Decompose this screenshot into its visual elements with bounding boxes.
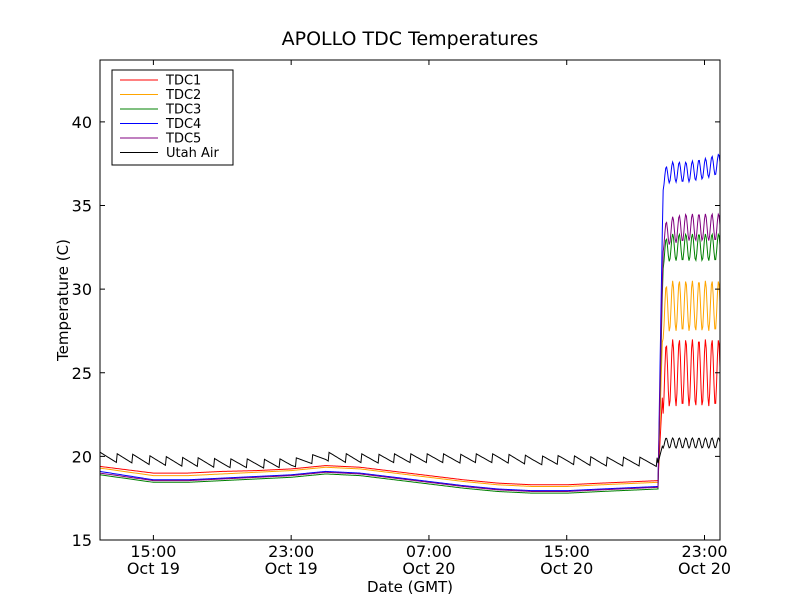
x-axis-label: Date (GMT) [367,578,453,596]
x-tick-label-time: 15:00 [544,542,590,561]
series-line-tdc2 [100,280,720,487]
y-tick-label: 25 [72,364,92,383]
legend-entry-label: TDC1 [165,74,201,89]
legend-entry-label: TDC4 [165,117,201,132]
series-line-tdc1 [100,339,720,486]
series-line-tdc5 [100,212,720,492]
legend-entry-label: TDC3 [165,103,201,118]
series-line-tdc4 [100,153,720,492]
legend-entry-label: TDC2 [165,88,201,103]
y-tick-label: 15 [72,531,92,550]
x-tick-label-date: Oct 19 [127,559,180,578]
x-tick-label-date: Oct 19 [265,559,318,578]
x-tick-label-time: 15:00 [130,542,176,561]
series-line-tdc3 [100,232,720,494]
y-axis-label: Temperature (C) [54,239,72,362]
plot-frame [99,59,721,541]
y-tick-label: 35 [72,197,92,216]
x-tick-label-date: Oct 20 [540,559,593,578]
y-tick-label: 20 [72,447,92,466]
y-tick-label: 40 [72,113,92,132]
x-tick-label-date: Oct 20 [402,559,455,578]
x-tick-label-time: 23:00 [681,542,727,561]
legend-entry-label: Utah Air [166,146,219,161]
x-tick-label-date: Oct 20 [678,559,731,578]
x-tick-label-time: 07:00 [406,542,452,561]
chart-title: APOLLO TDC Temperatures [282,28,539,50]
series-lines [100,153,720,494]
legend-entry-label: TDC5 [165,132,201,147]
x-tick-label-time: 23:00 [268,542,314,561]
legend-box [111,69,234,166]
series-line-utah-air [100,436,720,469]
y-tick-label: 30 [72,280,92,299]
